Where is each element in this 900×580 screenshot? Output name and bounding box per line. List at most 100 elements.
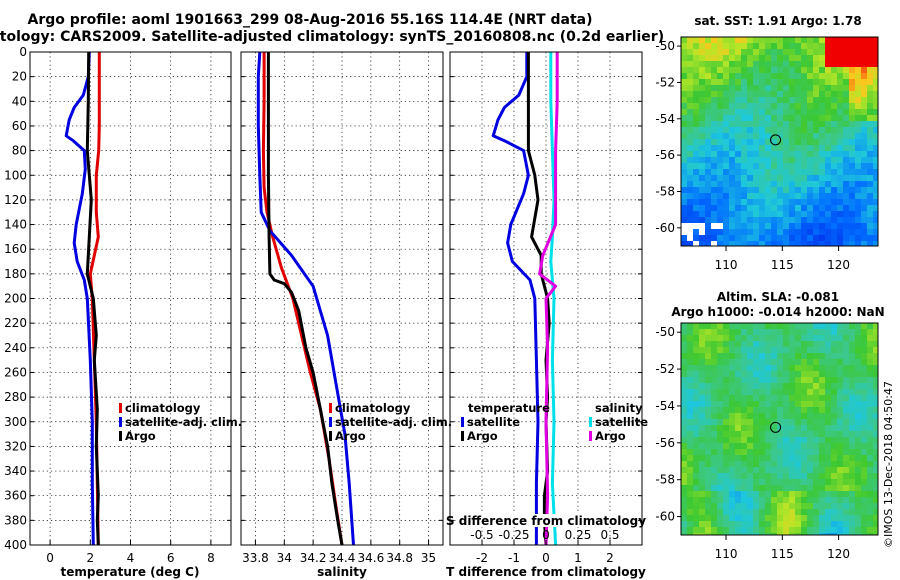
map-cell: [723, 139, 729, 145]
map-cell: [741, 241, 747, 246]
map-cell: [771, 401, 777, 407]
map-cell: [813, 205, 819, 211]
map-cell: [825, 199, 831, 205]
map-cell: [867, 55, 873, 61]
map-cell: [855, 133, 861, 139]
map-cell: [813, 193, 819, 199]
map-cell: [735, 389, 741, 395]
map-cell: [813, 85, 819, 91]
map-cell: [681, 67, 687, 73]
y-tick-label: 180: [4, 267, 27, 281]
map-cell: [747, 359, 753, 365]
map-cell: [765, 133, 771, 139]
map-cell: [855, 199, 861, 205]
map-cell: [813, 91, 819, 97]
map-cell: [789, 241, 795, 246]
map-cell: [687, 79, 693, 85]
map-cell: [843, 181, 849, 187]
map-cell: [855, 193, 861, 199]
map-cell: [687, 521, 693, 527]
map-cell: [759, 461, 765, 467]
map-cell: [867, 377, 873, 383]
map-cell: [729, 389, 735, 395]
map-cell: [699, 73, 705, 79]
map-cell: [789, 323, 795, 329]
map-cell: [813, 371, 819, 377]
map-cell: [729, 425, 735, 431]
map-cell: [855, 169, 861, 175]
legend-label: satellite-adj. clim.: [125, 415, 242, 429]
map-cell: [783, 109, 789, 115]
map-cell: [681, 473, 687, 479]
map-cell: [771, 491, 777, 497]
map-cell: [807, 455, 813, 461]
map-cell: [771, 127, 777, 133]
map-cell: [795, 169, 801, 175]
map-cell: [747, 437, 753, 443]
map-cell: [801, 109, 807, 115]
map-cell: [819, 515, 825, 521]
map-cell: [723, 407, 729, 413]
map-cell: [717, 55, 723, 61]
map-cell: [873, 85, 878, 91]
map-cell: [867, 73, 873, 79]
map-cell: [771, 121, 777, 127]
map-cell: [831, 61, 837, 67]
map-cell: [837, 365, 843, 371]
t-difference-xlabel: T difference from climatology: [446, 565, 646, 579]
map-cell: [723, 145, 729, 151]
map-cell: [783, 139, 789, 145]
map-cell: [801, 329, 807, 335]
map-cell: [867, 235, 873, 241]
map-cell: [729, 217, 735, 223]
map-cell: [687, 479, 693, 485]
map-cell: [807, 413, 813, 419]
map-cell: [681, 353, 687, 359]
map-cell: [693, 509, 699, 515]
map-cell: [765, 187, 771, 193]
map-cell: [807, 97, 813, 103]
map-cell: [873, 163, 878, 169]
map-cell: [753, 365, 759, 371]
legend-label: climatology: [335, 401, 411, 415]
s-difference-xlabel: S difference from climatology: [446, 514, 646, 528]
y-tick-label: 360: [4, 489, 27, 503]
map-cell: [783, 473, 789, 479]
map-cell: [855, 395, 861, 401]
map-cell: [687, 365, 693, 371]
map-cell: [747, 413, 753, 419]
map-cell: [837, 55, 843, 61]
map-cell: [681, 127, 687, 133]
map-cell: [843, 491, 849, 497]
map-cell: [813, 61, 819, 67]
map-cell: [771, 419, 777, 425]
map-cell: [819, 199, 825, 205]
map-cell: [711, 181, 717, 187]
map-cell: [813, 229, 819, 235]
map-cell: [699, 485, 705, 491]
map-cell: [837, 323, 843, 329]
map-cell: [795, 461, 801, 467]
map-cell: [759, 169, 765, 175]
map-cell: [717, 389, 723, 395]
map-cell: [843, 133, 849, 139]
map-cell: [699, 479, 705, 485]
map-cell: [849, 431, 855, 437]
map-cell: [813, 401, 819, 407]
map-cell: [741, 401, 747, 407]
map-cell: [825, 103, 831, 109]
map-cell: [789, 91, 795, 97]
map-cell: [711, 533, 717, 535]
map-cell: [813, 455, 819, 461]
map-cell: [873, 413, 878, 419]
map-cell: [687, 419, 693, 425]
map-cell: [693, 323, 699, 329]
map-cell: [783, 365, 789, 371]
map-cell: [759, 115, 765, 121]
map-cell: [825, 61, 831, 67]
map-cell: [837, 503, 843, 509]
map-cell: [693, 217, 699, 223]
y-tick-label: 400: [4, 538, 27, 552]
map-cell: [813, 383, 819, 389]
map-cell: [699, 383, 705, 389]
